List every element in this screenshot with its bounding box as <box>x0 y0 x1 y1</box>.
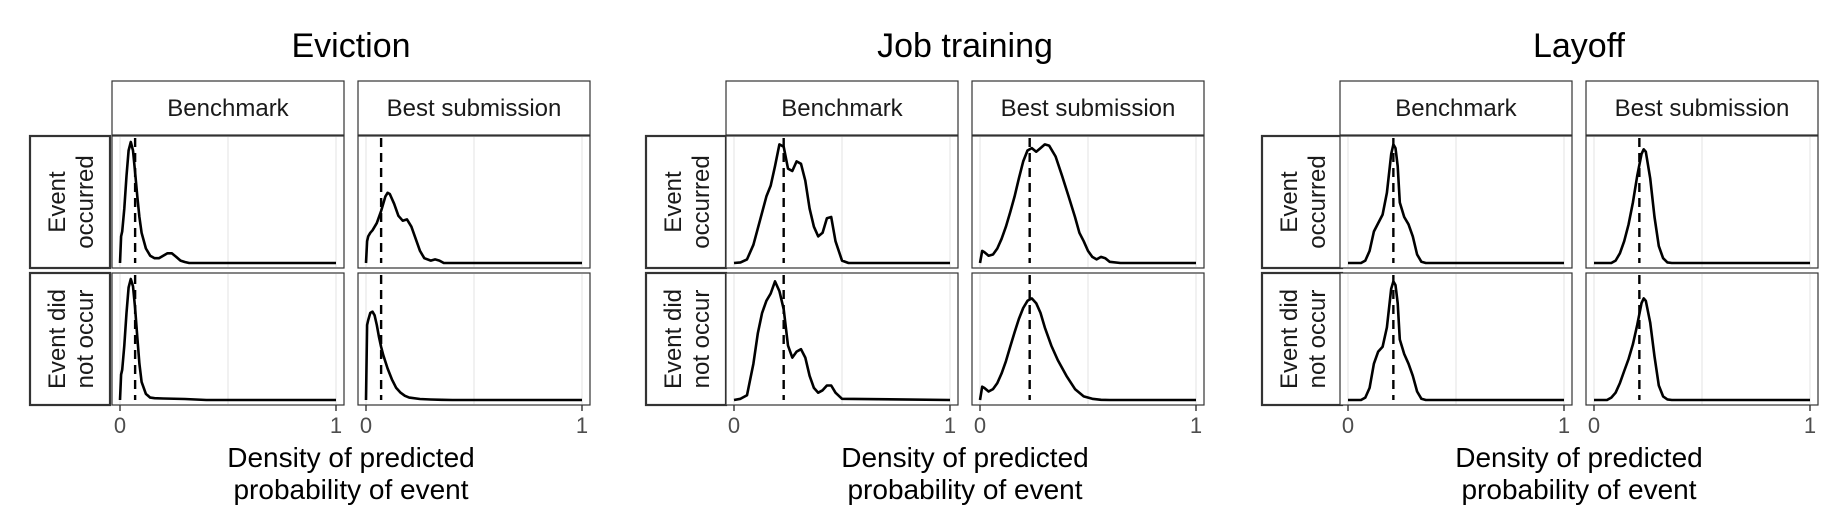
x-tick-label: 1 <box>1190 413 1202 438</box>
row-strip-label-line: not occur <box>72 290 99 389</box>
row-strip-label-line: not occur <box>688 290 715 389</box>
column-strip-label: Benchmark <box>781 95 903 122</box>
row-strip-label-line: Event did <box>44 289 71 389</box>
row-strip-label-line: occurred <box>688 155 715 248</box>
row-strip <box>28 134 112 270</box>
row-strip-label-line: Event <box>660 171 687 233</box>
x-tick-label: 1 <box>944 413 956 438</box>
density-curve <box>364 310 582 402</box>
column-strip-label: Benchmark <box>1395 95 1517 122</box>
row-strip <box>644 134 728 270</box>
density-curve <box>733 143 950 265</box>
column-strip <box>1585 80 1819 136</box>
x-axis-label: Density of predicted <box>841 442 1088 473</box>
chart-title: Job training <box>877 27 1053 65</box>
row-strip-label-line: occurred <box>1304 155 1331 248</box>
column-strip-label: Best submission <box>1001 95 1176 122</box>
chart-title: Layoff <box>1533 27 1626 65</box>
row-strip-label: Event occurred <box>44 155 99 248</box>
row-strip-label: Event occurred <box>660 155 715 248</box>
x-tick-label: 1 <box>1558 413 1570 438</box>
x-tick-label: 1 <box>576 413 588 438</box>
column-strip-label: Best submission <box>387 95 562 122</box>
density-panel-best_occurred <box>971 135 1205 269</box>
row-strip-label-line: Event did <box>660 289 687 389</box>
column-strip <box>971 80 1205 136</box>
x-tick-label: 0 <box>360 413 372 438</box>
row-strip-label-line: not occur <box>1304 290 1331 389</box>
column-strip <box>357 80 591 136</box>
density-curve <box>1594 297 1810 402</box>
row-strip <box>1260 134 1344 270</box>
row-strip <box>1260 271 1344 407</box>
x-tick-label: 0 <box>974 413 986 438</box>
density-panel-benchmark_occurred <box>1339 135 1573 269</box>
density-panel-benchmark_occurred <box>111 135 345 269</box>
x-tick-label: 1 <box>1804 413 1816 438</box>
chart-group-0: Eviction Benchmark Best submission Event occ… <box>28 27 591 505</box>
row-strip-label-line: Event <box>1276 171 1303 233</box>
row-strip-label: Event occurred <box>1276 155 1331 248</box>
x-tick-label: 0 <box>728 413 740 438</box>
row-strip-label: Event did not occur <box>44 289 99 389</box>
x-tick-label: 0 <box>114 413 126 438</box>
chart-title: Eviction <box>291 27 410 65</box>
column-strip <box>725 80 959 136</box>
column-strip <box>111 80 345 136</box>
column-strip-label: Benchmark <box>167 95 289 122</box>
row-strip <box>644 271 728 407</box>
x-tick-label: 0 <box>1342 413 1354 438</box>
x-axis-label: Density of predicted <box>1455 442 1702 473</box>
chart-group-1: Job training Benchmark Best submission Even… <box>644 27 1205 505</box>
row-strip-label-line: Event did <box>1276 289 1303 389</box>
density-curve <box>1348 143 1564 265</box>
column-strip-label: Best submission <box>1615 95 1790 122</box>
density-panel-best_occurred <box>357 135 591 269</box>
x-axis-label: probability of event <box>233 474 468 505</box>
x-axis-label: Density of predicted <box>227 442 474 473</box>
x-axis-label: probability of event <box>847 474 1082 505</box>
density-curve <box>733 280 951 402</box>
density-curve <box>364 191 582 265</box>
x-tick-label: 1 <box>330 413 342 438</box>
x-axis-label: probability of event <box>1461 474 1696 505</box>
density-curve <box>978 143 1196 265</box>
row-strip-label-line: Event <box>44 171 71 233</box>
x-tick-label: 0 <box>1588 413 1600 438</box>
row-strip-label-line: occurred <box>72 155 99 248</box>
density-curve <box>1594 148 1810 265</box>
column-strip <box>1339 80 1573 136</box>
chart-group-2: Layoff Benchmark Best submission Event occur… <box>1260 27 1819 505</box>
density-curve <box>118 140 336 265</box>
density-curve <box>118 277 336 402</box>
row-strip <box>28 271 112 407</box>
density-panel-best_occurred <box>1585 135 1819 269</box>
row-strip-label: Event did not occur <box>660 289 715 389</box>
density-curve <box>1348 280 1564 402</box>
density-panel-benchmark_occurred <box>725 135 959 269</box>
row-strip-label: Event did not occur <box>1276 289 1331 389</box>
density-curve <box>978 297 1196 402</box>
